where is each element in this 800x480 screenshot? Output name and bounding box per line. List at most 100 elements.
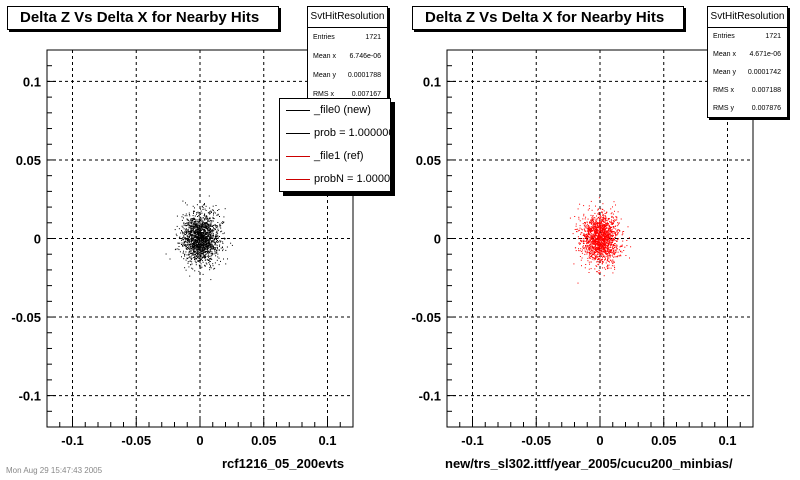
scatter-point (613, 253, 615, 255)
scatter-point (200, 265, 202, 267)
scatter-point (598, 226, 600, 228)
scatter-point (592, 241, 594, 243)
scatter-point (591, 246, 593, 248)
scatter-point (202, 250, 204, 252)
scatter-point (186, 244, 188, 246)
scatter-point (601, 226, 603, 227)
scatter-point (618, 249, 620, 251)
scatter-point (601, 238, 603, 240)
right-plot-title: Delta Z Vs Delta X for Nearby Hits (412, 6, 684, 30)
scatter-point (204, 251, 206, 253)
scatter-point (182, 214, 184, 216)
scatter-point (191, 254, 193, 256)
scatter-point (597, 237, 599, 239)
scatter-point (611, 224, 613, 225)
scatter-point (187, 222, 189, 224)
scatter-point (608, 256, 610, 258)
scatter-point (586, 249, 588, 251)
scatter-point (186, 231, 188, 233)
scatter-point (605, 247, 607, 249)
scatter-point (191, 227, 193, 229)
scatter-point (214, 244, 216, 246)
scatter-point (196, 223, 198, 225)
scatter-point (577, 208, 579, 210)
scatter-point (205, 239, 206, 241)
scatter-point (599, 223, 601, 225)
scatter-point (574, 229, 576, 230)
scatter-point (588, 230, 590, 232)
scatter-point (597, 248, 599, 250)
scatter-point (611, 226, 613, 228)
scatter-point (193, 242, 195, 244)
scatter-point (610, 213, 612, 215)
scatter-point (223, 237, 225, 239)
scatter-point (192, 248, 194, 250)
scatter-point (595, 223, 596, 225)
scatter-point (594, 232, 596, 234)
scatter-point (587, 242, 589, 243)
scatter-point (607, 254, 609, 256)
scatter-point (605, 235, 607, 237)
scatter-point (615, 216, 617, 218)
scatter-point (202, 224, 204, 226)
scatter-point (186, 241, 188, 243)
scatter-point (602, 220, 603, 222)
scatter-point (209, 213, 211, 215)
scatter-point (621, 244, 623, 246)
legend-line-swatch (286, 133, 310, 134)
scatter-points (569, 197, 632, 284)
scatter-point (607, 257, 609, 259)
scatter-point (192, 224, 194, 226)
scatter-point (207, 244, 209, 246)
scatter-point (584, 226, 586, 228)
scatter-point (609, 243, 611, 245)
y-tick-label: 0.05 (416, 153, 441, 168)
scatter-point (590, 241, 592, 243)
scatter-point (204, 244, 206, 245)
scatter-point (608, 224, 610, 226)
scatter-point (607, 223, 609, 225)
scatter-point (212, 241, 214, 243)
scatter-point (200, 245, 202, 246)
scatter-point (190, 225, 192, 227)
scatter-point (210, 225, 212, 227)
scatter-point (608, 218, 610, 219)
scatter-point (593, 234, 595, 236)
scatter-point (603, 232, 605, 233)
scatter-point (601, 232, 603, 234)
scatter-point (589, 241, 591, 242)
scatter-point (617, 232, 619, 234)
scatter-point (594, 224, 596, 225)
stats-value: 0.007188 (751, 87, 781, 94)
scatter-point (205, 226, 207, 227)
scatter-point (205, 216, 207, 218)
scatter-point (591, 230, 593, 232)
scatter-point (602, 261, 604, 263)
scatter-point (185, 259, 187, 261)
scatter-point (617, 233, 619, 235)
scatter-point (210, 257, 212, 259)
scatter-point (205, 228, 207, 230)
scatter-point (222, 223, 224, 224)
scatter-point (598, 272, 600, 274)
scatter-point (215, 255, 217, 257)
legend-entry: _file1 (ref) (280, 145, 390, 168)
scatter-point (208, 234, 209, 236)
scatter-point (201, 250, 203, 252)
scatter-point (589, 241, 591, 243)
scatter-point (203, 254, 205, 256)
scatter-point (612, 272, 614, 274)
scatter-point (596, 230, 598, 232)
scatter-point (598, 243, 599, 245)
scatter-point (194, 259, 195, 260)
scatter-point (603, 256, 604, 257)
scatter-point (188, 248, 190, 250)
scatter-point (211, 230, 213, 232)
scatter-point (598, 234, 600, 236)
scatter-point (201, 248, 203, 250)
scatter-point (190, 229, 192, 231)
scatter-point (209, 234, 211, 236)
scatter-point (199, 233, 201, 235)
scatter-point (224, 238, 226, 240)
scatter-point (192, 205, 194, 207)
